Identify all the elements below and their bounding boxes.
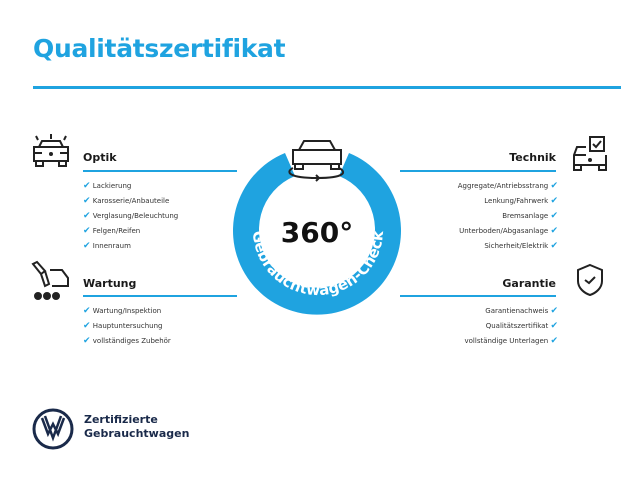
360-check-badge: Gebrauchtwagen-Check 360°: [232, 140, 401, 315]
list-item: Lenkung/Fahrwerk ✔: [484, 196, 558, 206]
section-title-technik: Technik: [509, 151, 556, 164]
shield-check-icon: [577, 263, 603, 297]
section-divider: [400, 170, 556, 172]
list-item: ✔ Karosserie/Anbauteile: [83, 196, 170, 206]
section-divider: [83, 295, 237, 297]
badge-number: 360°: [281, 216, 353, 249]
badge-ring: [232, 153, 401, 315]
list-item: ✔ Hauptuntersuchung: [83, 321, 163, 331]
section-title-optik: Optik: [83, 151, 117, 164]
section-divider: [83, 170, 237, 172]
car-checklist-icon: [573, 136, 607, 171]
car-rotate-icon: [288, 140, 344, 182]
list-item: ✔ Innenraum: [83, 241, 131, 251]
list-item: Bremsanlage ✔: [502, 211, 558, 221]
list-item: Unterboden/Abgasanlage ✔: [459, 226, 558, 236]
wrench-car-icon: [31, 260, 69, 300]
optik-list: ✔ Lackierung ✔ Karosserie/Anbauteile ✔ V…: [83, 179, 178, 254]
list-item: Garantienachweis ✔: [485, 306, 558, 316]
list-item: ✔ Wartung/Inspektion: [83, 306, 162, 316]
list-item: Aggregate/Antriebsstrang ✔: [457, 181, 558, 191]
vw-logo: [32, 408, 74, 450]
technik-list: Aggregate/Antriebsstrang ✔ Lenkung/Fahrw…: [400, 179, 558, 254]
list-item: ✔ vollständiges Zubehör: [83, 336, 171, 346]
list-item: vollständige Unterlagen ✔: [464, 336, 559, 346]
list-item: Qualitätszertifikat ✔: [485, 321, 558, 331]
list-item: ✔ Lackierung: [83, 181, 132, 191]
page-title: Qualitätszertifikat: [33, 34, 286, 63]
car-lights-icon: [33, 134, 69, 167]
list-item: Sicherheit/Elektrik ✔: [484, 241, 558, 251]
section-title-wartung: Wartung: [83, 277, 137, 290]
section-divider: [400, 295, 556, 297]
garantie-list: Garantienachweis ✔ Qualitätszertifikat ✔…: [400, 304, 559, 349]
list-item: ✔ Felgen/Reifen: [83, 226, 141, 236]
wartung-list: ✔ Wartung/Inspektion ✔ Hauptuntersuchung…: [83, 304, 171, 349]
list-item: ✔ Verglasung/Beleuchtung: [83, 211, 179, 221]
brand-text: Zertifizierte Gebrauchtwagen: [84, 413, 190, 440]
section-title-garantie: Garantie: [502, 277, 556, 290]
title-divider: [33, 86, 621, 89]
